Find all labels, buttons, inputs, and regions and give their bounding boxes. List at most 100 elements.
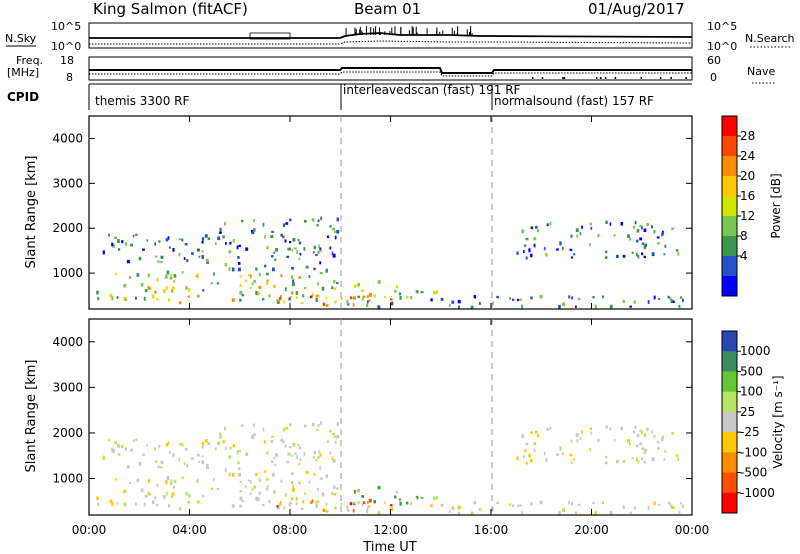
power-cell — [266, 272, 269, 276]
velocity-cell — [196, 500, 200, 504]
velocity-cell — [296, 455, 298, 460]
velocity-cell — [292, 442, 296, 447]
velocity-cell — [294, 452, 297, 455]
power-cell — [315, 295, 319, 298]
velocity-cell — [160, 466, 163, 469]
power-cell — [289, 296, 292, 299]
power-cell — [251, 229, 254, 233]
power-cell — [147, 273, 150, 278]
velocity-cell — [113, 448, 115, 453]
power-cell — [162, 289, 166, 293]
power-cell — [178, 301, 182, 305]
power-cell — [184, 243, 188, 246]
velocity-cell — [288, 446, 292, 449]
velocity-cell — [249, 492, 252, 495]
velocity-colorbar-title: Velocity [m s⁻¹] — [771, 375, 785, 468]
velocity-cell — [383, 501, 386, 504]
velocity-cell — [656, 441, 660, 444]
velocity-cell — [594, 510, 597, 515]
power-cell — [126, 259, 130, 264]
power-cell — [656, 236, 660, 239]
power-cell — [329, 246, 332, 250]
velocity-cell — [151, 500, 155, 505]
velocity-colorbar-tick-label: 1000 — [740, 344, 771, 358]
power-cell — [271, 230, 274, 233]
velocity-cell — [204, 439, 208, 443]
power-cell — [543, 246, 546, 251]
velocity-cell — [613, 438, 616, 442]
velocity-cell — [261, 503, 265, 507]
velocity-cell — [238, 449, 241, 453]
power-cell — [275, 248, 279, 252]
velocity-cell — [114, 441, 117, 444]
velocity-cell — [136, 478, 140, 483]
velocity-cell — [561, 452, 564, 456]
velocity-cell — [264, 440, 266, 444]
power-cell — [251, 232, 255, 235]
freq-unit-label: [MHz] — [7, 66, 39, 79]
velocity-cell — [332, 458, 336, 463]
velocity-cell — [302, 500, 305, 504]
power-cell — [240, 219, 244, 223]
power-cell — [634, 220, 637, 225]
velocity-cell — [170, 479, 173, 483]
velocity-cell — [357, 501, 361, 504]
nave-dot — [659, 77, 662, 79]
x-tick-label: 04:00 — [172, 523, 207, 537]
velocity-cell — [569, 453, 573, 457]
power-cell — [336, 230, 340, 234]
power-cell — [368, 299, 371, 302]
velocity-cell — [156, 483, 159, 488]
velocity-cell — [146, 444, 149, 447]
power-cell — [647, 300, 650, 305]
power-cell — [430, 298, 433, 302]
power-cell — [160, 260, 163, 264]
power-cell — [457, 299, 461, 304]
velocity-cell — [239, 496, 243, 501]
power-cell — [496, 295, 499, 299]
velocity-cell — [664, 449, 667, 453]
power-cell — [312, 251, 315, 254]
power-cell — [609, 222, 612, 226]
power-cell — [389, 298, 393, 301]
velocity-cell — [164, 480, 168, 485]
velocity-cell — [216, 487, 220, 491]
velocity-cell — [166, 476, 170, 480]
velocity-cell — [96, 496, 99, 501]
power-colorbar-swatch — [722, 176, 737, 197]
power-cell — [546, 223, 549, 227]
velocity-cell — [321, 492, 325, 497]
power-cell — [219, 228, 222, 231]
velocity-cell — [589, 427, 592, 431]
velocity-cell — [562, 508, 566, 513]
power-cell — [640, 225, 643, 230]
velocity-cell — [316, 500, 320, 503]
velocity-cell — [667, 501, 670, 505]
velocity-cell — [662, 435, 664, 440]
power-cell — [605, 250, 608, 254]
power-cell — [570, 234, 573, 238]
power-cell — [197, 273, 199, 277]
power-cell — [279, 295, 282, 298]
power-cell — [357, 295, 361, 298]
velocity-cell — [519, 504, 522, 507]
velocity-cell — [283, 506, 286, 510]
velocity-cell — [671, 506, 675, 509]
velocity-cell — [574, 511, 577, 514]
power-cell — [288, 297, 291, 301]
nave-dot — [685, 77, 687, 79]
velocity-cell — [509, 503, 512, 506]
x-tick-label: 00:00 — [675, 523, 710, 537]
power-cell — [285, 287, 287, 292]
velocity-cell — [635, 457, 638, 462]
power-cell — [297, 239, 300, 242]
power-cell — [533, 237, 537, 241]
velocity-cell — [533, 448, 536, 453]
velocity-cell — [570, 461, 574, 464]
power-cell — [398, 292, 402, 296]
power-cell — [191, 252, 194, 255]
velocity-cell — [207, 442, 211, 445]
velocity-cell — [530, 502, 533, 506]
power-cell — [334, 235, 337, 240]
power-cell — [604, 256, 608, 260]
